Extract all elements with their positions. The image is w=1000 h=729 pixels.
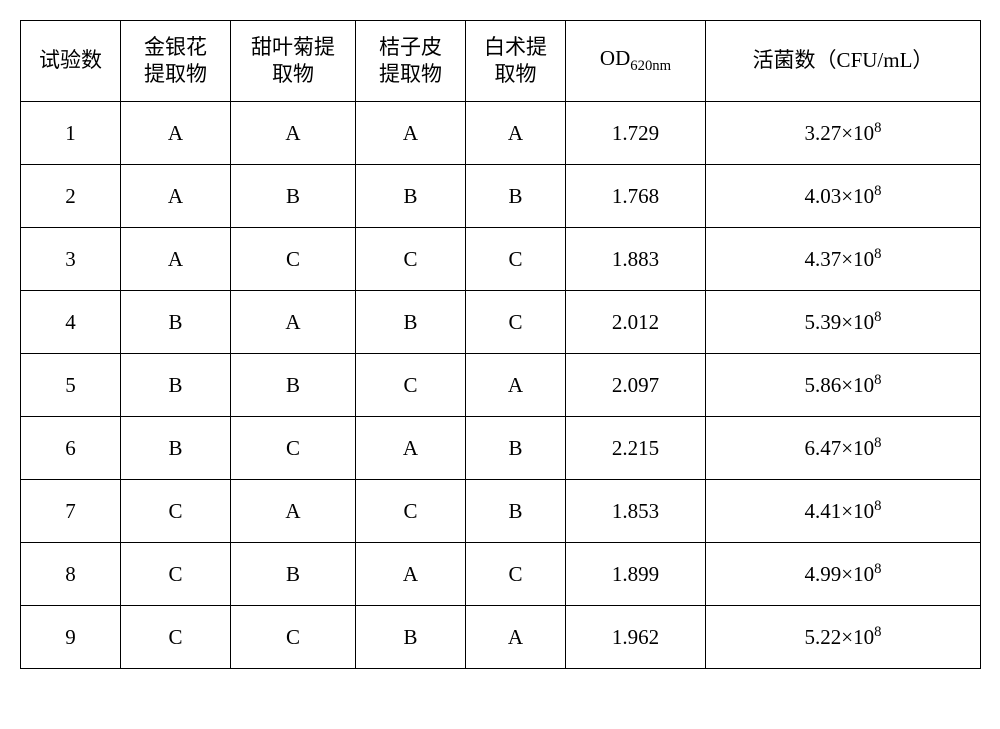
table-row: 5 B B C A 2.097 5.86×108 [21,354,981,417]
cell-od: 1.962 [566,606,706,669]
col-header-od-prefix: OD [600,46,630,70]
col-header-ext1: 金银花 提取物 [121,21,231,102]
cell-ext3: A [356,102,466,165]
cell-ext1: A [121,165,231,228]
col-header-ext4: 白术提 取物 [466,21,566,102]
cell-ext4: B [466,480,566,543]
col-header-ext3: 桔子皮 提取物 [356,21,466,102]
table-row: 1 A A A A 1.729 3.27×108 [21,102,981,165]
cell-cfu: 5.22×108 [706,606,981,669]
cell-ext2: A [231,291,356,354]
cell-ext1: B [121,417,231,480]
col-header-ext1-l2: 提取物 [144,62,207,86]
header-row: 试验数 金银花 提取物 甜叶菊提 取物 桔子皮 提取物 白术提 取物 OD620… [21,21,981,102]
cell-ext2: C [231,228,356,291]
cell-trial: 6 [21,417,121,480]
table-row: 9 C C B A 1.962 5.22×108 [21,606,981,669]
cell-ext1: C [121,480,231,543]
orthogonal-experiment-table: 试验数 金银花 提取物 甜叶菊提 取物 桔子皮 提取物 白术提 取物 OD620… [20,20,981,669]
cell-cfu: 4.03×108 [706,165,981,228]
col-header-od: OD620nm [566,21,706,102]
table-body: 1 A A A A 1.729 3.27×108 2 A B B B 1.768… [21,102,981,669]
table-header: 试验数 金银花 提取物 甜叶菊提 取物 桔子皮 提取物 白术提 取物 OD620… [21,21,981,102]
cell-ext4: B [466,165,566,228]
cell-od: 1.768 [566,165,706,228]
cell-cfu: 3.27×108 [706,102,981,165]
table-row: 8 C B A C 1.899 4.99×108 [21,543,981,606]
cell-ext4: A [466,102,566,165]
col-header-ext2: 甜叶菊提 取物 [231,21,356,102]
cell-ext1: C [121,543,231,606]
cell-ext2: C [231,606,356,669]
cell-ext4: A [466,606,566,669]
cell-ext3: C [356,480,466,543]
cell-ext2: B [231,543,356,606]
cell-trial: 2 [21,165,121,228]
col-header-trial: 试验数 [21,21,121,102]
cell-od: 1.729 [566,102,706,165]
cell-trial: 8 [21,543,121,606]
cell-ext3: B [356,165,466,228]
cell-ext2: A [231,102,356,165]
cell-od: 1.883 [566,228,706,291]
cell-cfu: 4.99×108 [706,543,981,606]
table-row: 7 C A C B 1.853 4.41×108 [21,480,981,543]
cell-cfu: 4.37×108 [706,228,981,291]
cell-ext4: C [466,543,566,606]
cell-trial: 9 [21,606,121,669]
cell-ext3: A [356,417,466,480]
col-header-od-sub: 620nm [630,59,671,75]
cell-ext3: B [356,606,466,669]
cell-od: 2.012 [566,291,706,354]
col-header-ext1-l1: 金银花 [144,35,207,59]
table-row: 2 A B B B 1.768 4.03×108 [21,165,981,228]
col-header-ext4-l2: 取物 [495,62,537,86]
cell-ext2: C [231,417,356,480]
cell-od: 1.853 [566,480,706,543]
cell-ext2: B [231,165,356,228]
cell-ext1: C [121,606,231,669]
cell-trial: 4 [21,291,121,354]
cell-ext3: C [356,228,466,291]
table-row: 6 B C A B 2.215 6.47×108 [21,417,981,480]
cell-ext3: A [356,543,466,606]
col-header-ext2-l2: 取物 [272,62,314,86]
cell-cfu: 4.41×108 [706,480,981,543]
cell-od: 2.097 [566,354,706,417]
cell-ext2: B [231,354,356,417]
cell-od: 1.899 [566,543,706,606]
cell-ext4: C [466,291,566,354]
col-header-cfu: 活菌数（CFU/mL） [706,21,981,102]
cell-cfu: 6.47×108 [706,417,981,480]
col-header-ext4-l1: 白术提 [484,35,547,59]
cell-ext2: A [231,480,356,543]
cell-trial: 7 [21,480,121,543]
table-row: 4 B A B C 2.012 5.39×108 [21,291,981,354]
cell-ext4: A [466,354,566,417]
table-row: 3 A C C C 1.883 4.37×108 [21,228,981,291]
cell-trial: 3 [21,228,121,291]
cell-ext1: A [121,102,231,165]
col-header-ext2-l1: 甜叶菊提 [251,35,335,59]
cell-ext4: B [466,417,566,480]
cell-cfu: 5.86×108 [706,354,981,417]
cell-od: 2.215 [566,417,706,480]
col-header-ext3-l1: 桔子皮 [379,35,442,59]
cell-trial: 1 [21,102,121,165]
cell-trial: 5 [21,354,121,417]
cell-cfu: 5.39×108 [706,291,981,354]
cell-ext3: B [356,291,466,354]
col-header-ext3-l2: 提取物 [379,62,442,86]
cell-ext1: B [121,354,231,417]
cell-ext4: C [466,228,566,291]
cell-ext3: C [356,354,466,417]
cell-ext1: B [121,291,231,354]
cell-ext1: A [121,228,231,291]
